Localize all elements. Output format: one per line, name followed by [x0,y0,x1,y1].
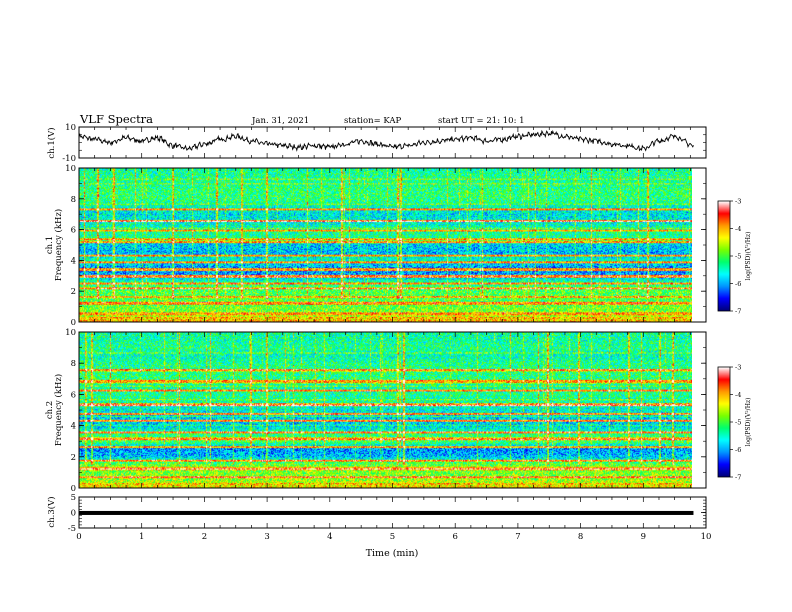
ch1-spectrogram-xticks [78,168,707,322]
colorbar-tick-label: -7 [735,308,741,316]
station-label: station= KAP [344,116,402,126]
colorbar-tick-label: -4 [735,225,741,233]
spec1-y-tick-label: 2 [71,287,76,297]
time-axis-label: Time (min) [366,548,419,559]
ch2-spectrogram-yticks: 0 2 4 6 8 10 [65,328,706,494]
time-tick-label: 3 [264,532,269,542]
spec1-y-tick-label: 10 [65,164,76,174]
ch2-colorbar-ticks: -3 -4 -5 -6 -7 [730,364,741,482]
ch1-colorbar: -3 -4 -5 -6 -7 log(PSD)(V²/Hz) [717,198,752,316]
time-tick-label: 10 [701,532,712,542]
ch1-ylabel: ch.1(V) [46,127,57,158]
ch1-voltage-trace [78,129,694,152]
ch1-spectrogram-ylabel-freq: Frequency (kHz) [53,209,64,281]
time-tick-label: 6 [452,532,457,542]
ch1-ytick-group: 10 -10 [62,123,706,164]
time-tick-label: 5 [390,532,395,542]
ch1-y-tick-label: 10 [65,123,76,133]
colorbar-tick-label: -5 [735,419,741,427]
ch3-ytick-group: 5 0 -5 [68,493,706,534]
spec2-y-tick-label: 0 [71,484,76,494]
ch1-spectrogram-yticks: 0 2 4 6 8 10 [65,164,706,328]
date-label: Jan. 31, 2021 [251,116,309,126]
ch3-y-tick-label: 0 [71,509,76,519]
ch1-spectrogram-ylabel-channel: ch.1 [45,236,55,254]
time-tick-label: 4 [327,532,332,542]
spec2-y-tick-label: 2 [71,453,76,463]
ch1-colorbar-label: log(PSD)(V²/Hz) [745,232,752,281]
ch2-spectrogram-ylabel-channel: ch.2 [45,401,55,419]
time-tick-label: 7 [515,532,520,542]
ch1-panel: 10 -10 ch.1(V) [46,123,707,164]
colorbar-tick-label: -4 [735,391,741,399]
colorbar-tick-label: -6 [735,280,741,288]
ch2-colorbar: -3 -4 -5 -6 -7 log(PSD)(V²/Hz) [717,364,752,482]
colorbar-tick-label: -6 [735,446,741,454]
ch3-panel: 50-5 0 1 2 3 4 5 6 7 8 9 10 ch.3(V) Time (min) [46,493,711,559]
ch2-spectrogram-ylabel-freq: Frequency (kHz) [53,374,64,446]
ch2-spectrogram-xticks [78,332,707,488]
ch1-xtick-group [78,127,707,158]
spec2-y-tick-label: 8 [71,359,76,369]
ch3-voltage-trace [79,510,694,515]
ch2-spectrogram-panel: 0 2 4 6 8 10 ch.2 Frequency (kHz) [45,328,707,494]
spec1-y-tick-label: 0 [71,318,76,328]
spec1-y-tick-label: 4 [71,256,76,266]
spec1-y-tick-label: 6 [71,226,76,236]
ch1-colorbar-ticks: -3 -4 -5 -6 -7 [730,198,741,316]
ch2-colorbar-label: log(PSD)(V²/Hz) [745,398,752,447]
spec2-y-tick-label: 4 [71,422,76,432]
colorbar-tick-label: -7 [735,474,741,482]
time-tick-label: 1 [139,532,144,542]
ch3-y-tick-label: -5 [68,524,76,534]
ch3-y-tick-label: 5 [71,493,76,503]
spec2-y-tick-label: 6 [71,390,76,400]
figure-title: VLF Spectra [79,112,153,126]
time-tick-label: 2 [202,532,207,542]
ch3-ylabel: ch.3(V) [46,496,57,527]
spec2-y-tick-label: 10 [65,328,76,338]
colorbar-tick-label: -5 [735,253,741,261]
ch1-spectrogram-image [79,168,692,322]
time-tick-label: 8 [578,532,583,542]
colorbar-tick-label: -3 [735,198,741,206]
spec1-y-tick-label: 8 [71,195,76,205]
time-tick-label: 9 [641,532,646,542]
start-time-label: start UT = 21: 10: 1 [438,116,525,126]
time-tick-label: 0 [76,532,81,542]
ch3-xtick-group: 0 1 2 3 4 5 6 7 8 9 10 [76,497,711,542]
ch1-y-tick-label: -10 [62,154,76,164]
colorbar-tick-label: -3 [735,364,741,372]
ch2-colorbar-gradient [718,367,730,477]
ch1-spectrogram-panel: 0 2 4 6 8 10 ch.1 Frequency (kHz) [45,164,707,328]
ch1-colorbar-gradient [718,201,730,311]
ch2-spectrogram-image [79,332,692,488]
